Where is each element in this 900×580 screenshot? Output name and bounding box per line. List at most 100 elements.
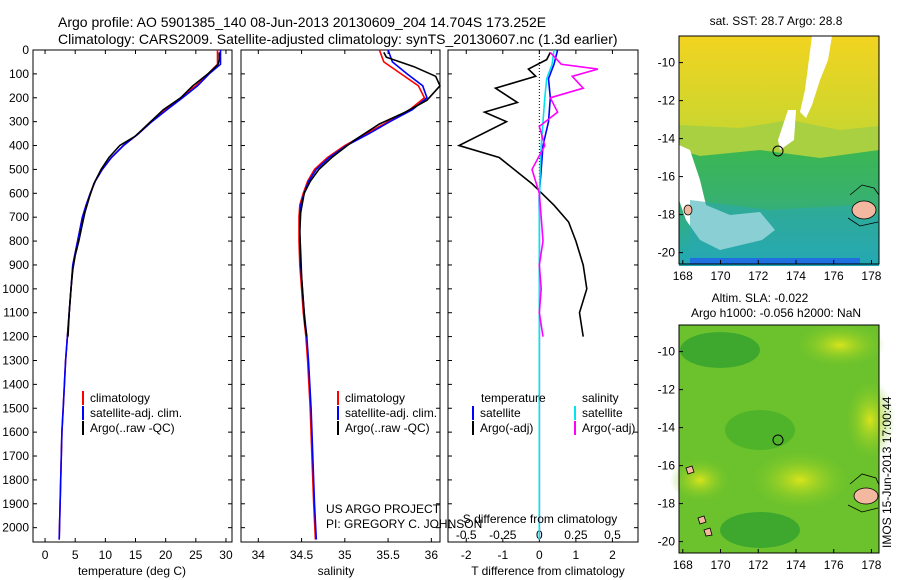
y-tick-label: 400 xyxy=(9,139,29,153)
legend-label-argo: Argo(..raw -QC) xyxy=(345,421,430,435)
project-name: US ARGO PROJECT xyxy=(326,502,441,516)
x-tick-label: -1 xyxy=(497,548,508,562)
temperature-xlabel: temperature (deg C) xyxy=(78,564,186,578)
y-tick-label: 500 xyxy=(9,162,29,176)
timestamp-stamp: IMOS 15-Jun-2013 17:00:44 xyxy=(880,396,894,548)
map-x-tick-label: 178 xyxy=(861,558,881,572)
map-y-tick-label: -20 xyxy=(658,246,676,260)
legend-label-climatology: climatology xyxy=(90,391,150,405)
legend-label-s-argo: Argo(-adj) xyxy=(582,421,635,435)
x-tick-label: 15 xyxy=(129,548,143,562)
map-y-tick-label: -14 xyxy=(658,421,676,435)
sst-island-east xyxy=(851,200,877,220)
y-tick-label: 900 xyxy=(9,258,29,272)
map-y-tick-label: -10 xyxy=(658,345,676,359)
series-line xyxy=(67,52,221,337)
y-tick-label: 1700 xyxy=(2,449,29,463)
series-line xyxy=(58,50,222,540)
project-pi: PI: GREGORY C. JOHNSON xyxy=(326,517,482,531)
x-tick-label: 30 xyxy=(219,548,233,562)
map-y-tick-label: -18 xyxy=(658,497,676,511)
sla-island-west xyxy=(685,465,713,537)
map-y-tick-label: -16 xyxy=(658,170,676,184)
sla-high-west xyxy=(670,458,730,502)
sst-map-title: sat. SST: 28.7 Argo: 28.8 xyxy=(710,14,843,28)
y-tick-label: 1600 xyxy=(2,425,29,439)
salinity-xlabel: salinity xyxy=(318,564,355,578)
sst-cloud-gap-north xyxy=(800,36,832,118)
s-tick-label: 0.25 xyxy=(564,528,588,542)
difference-legend-temperature: temperature satellite Argo(-adj) xyxy=(472,391,546,435)
map-x-tick-label: 168 xyxy=(673,269,693,283)
y-tick-label: 700 xyxy=(9,210,29,224)
salinity-series xyxy=(298,49,441,540)
map-x-tick-label: 176 xyxy=(824,269,844,283)
legend-label-argo: Argo(..raw -QC) xyxy=(90,421,175,435)
sst-cloud-gap-center xyxy=(778,110,796,150)
legend-label-climatology: climatology xyxy=(345,391,405,405)
legend-label-t-satellite: satellite xyxy=(480,406,521,420)
temperature-axes: 0100200300400500600700800900100011001200… xyxy=(2,43,233,562)
sla-island-east xyxy=(853,487,879,505)
difference-plot-frame xyxy=(447,49,639,543)
y-tick-label: 800 xyxy=(9,234,29,248)
sla-coast-east xyxy=(847,473,880,513)
legend-label-satellite: satellite-adj. clim. xyxy=(90,406,182,420)
y-tick-label: 1500 xyxy=(2,401,29,415)
sst-map-frame xyxy=(678,35,880,265)
sla-high-center xyxy=(750,450,850,510)
map-x-tick-label: 170 xyxy=(710,269,730,283)
sla-high-east xyxy=(845,380,895,460)
temperature-legend: climatology satellite-adj. clim. Argo(..… xyxy=(82,391,182,435)
series-line xyxy=(298,49,426,540)
y-tick-label: 1100 xyxy=(3,306,29,320)
legend-label-s-satellite: satellite xyxy=(582,406,623,420)
y-tick-label: 1200 xyxy=(2,330,29,344)
x-tick-label: 0 xyxy=(42,548,49,562)
series-line xyxy=(531,51,599,337)
difference-xlabel: T difference from climatology xyxy=(471,564,625,578)
header-line-1: Argo profile: AO 5901385_140 08-Jun-2013… xyxy=(58,14,547,30)
sst-cool-water xyxy=(690,200,879,262)
salinity-axes: 34 34.5 35 35.5 36 xyxy=(241,49,440,562)
x-tick-label: 36 xyxy=(425,548,439,562)
sla-map xyxy=(670,323,895,554)
x-tick-label: 34.5 xyxy=(290,548,314,562)
y-tick-label: 300 xyxy=(9,115,29,129)
series-line xyxy=(58,50,219,540)
y-tick-label: 1000 xyxy=(2,282,29,296)
map-y-tick-label: -10 xyxy=(658,56,676,70)
sla-map-frame xyxy=(678,324,880,554)
difference-series xyxy=(456,49,599,540)
y-tick-label: 100 xyxy=(9,67,29,81)
salinity-legend: climatology satellite-adj. clim. Argo(..… xyxy=(337,391,437,435)
map-x-tick-label: 174 xyxy=(786,269,806,283)
x-tick-label: 1 xyxy=(573,548,580,562)
sst-argo-marker xyxy=(772,145,784,157)
sst-field-upper xyxy=(679,36,879,136)
x-tick-label: 0 xyxy=(536,548,543,562)
series-line xyxy=(538,49,555,540)
map-y-tick-label: -20 xyxy=(658,535,676,549)
map-y-tick-label: -14 xyxy=(658,132,676,146)
x-tick-label: 2 xyxy=(609,548,616,562)
map-x-tick-label: 176 xyxy=(824,558,844,572)
sst-map-axes: 168 170 172 174 176 178 -10 -12 -14 -16 -18 -20 xyxy=(658,56,882,283)
sla-high-northeast xyxy=(795,323,885,367)
legend-heading-salinity: salinity xyxy=(582,391,619,405)
salinity-plot-frame xyxy=(240,49,441,543)
temperature-plot-frame xyxy=(32,49,233,543)
sla-map-axes: 168 170 172 174 176 178 -10 -12 -14 -16 -18 -20 xyxy=(658,345,882,572)
y-tick-label: 1300 xyxy=(2,353,29,367)
x-tick-label: 25 xyxy=(189,548,203,562)
map-x-tick-label: 172 xyxy=(748,558,768,572)
map-x-tick-label: 170 xyxy=(710,558,730,572)
s-tick-label: -0.5 xyxy=(456,528,477,542)
legend-label-t-argo: Argo(-adj) xyxy=(480,421,533,435)
difference-legend-salinity: salinity satellite Argo(-adj) xyxy=(574,391,635,435)
sla-map-subtitle: Argo h1000: -0.056 h2000: NaN xyxy=(691,306,861,320)
map-y-tick-label: -12 xyxy=(658,383,676,397)
map-y-tick-label: -16 xyxy=(658,459,676,473)
sst-coast-east xyxy=(847,184,880,227)
